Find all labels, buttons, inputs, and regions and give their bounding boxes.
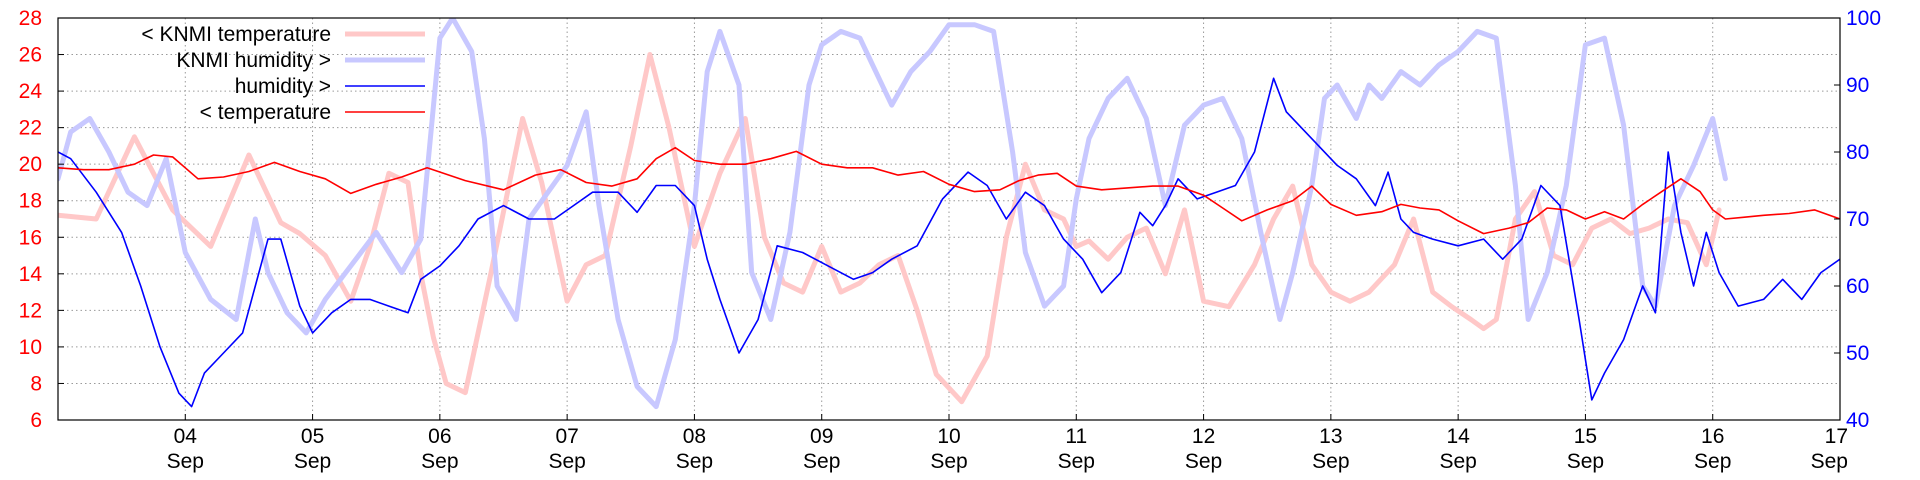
x-tick-month: Sep bbox=[1058, 450, 1095, 473]
series-line bbox=[58, 52, 1722, 405]
axis-ticks: 04Sep05Sep06Sep07Sep08Sep09Sep10Sep11Sep… bbox=[19, 7, 1881, 473]
y-left-tick-label: 10 bbox=[19, 336, 42, 359]
x-tick-day: 11 bbox=[1065, 425, 1087, 448]
legend-label: < temperature bbox=[200, 101, 331, 124]
x-tick-day: 17 bbox=[1825, 425, 1848, 448]
x-tick-month: Sep bbox=[1439, 450, 1476, 473]
y-left-tick-label: 24 bbox=[19, 80, 43, 103]
y-right-tick-label: 40 bbox=[1846, 409, 1869, 432]
x-tick-month: Sep bbox=[167, 450, 204, 473]
y-left-tick-label: 6 bbox=[30, 409, 42, 432]
x-tick-day: 13 bbox=[1319, 425, 1342, 448]
y-left-tick-label: 12 bbox=[19, 299, 42, 322]
x-tick-day: 06 bbox=[428, 425, 451, 448]
x-tick-month: Sep bbox=[1312, 450, 1349, 473]
y-left-tick-label: 8 bbox=[30, 372, 42, 395]
x-tick-day: 04 bbox=[174, 425, 198, 448]
x-tick-day: 08 bbox=[683, 425, 706, 448]
x-tick-month: Sep bbox=[1811, 450, 1848, 473]
y-left-tick-label: 22 bbox=[19, 117, 42, 140]
x-tick-month: Sep bbox=[676, 450, 713, 473]
y-left-tick-label: 16 bbox=[19, 226, 42, 249]
x-tick-month: Sep bbox=[421, 450, 458, 473]
x-tick-day: 07 bbox=[555, 425, 578, 448]
series-line bbox=[58, 146, 1840, 235]
y-left-tick-label: 14 bbox=[19, 263, 43, 286]
legend: < KNMI temperature KNMI humidity > humidit… bbox=[141, 23, 425, 124]
x-tick-day: 10 bbox=[937, 425, 960, 448]
x-tick-month: Sep bbox=[294, 450, 331, 473]
y-left-tick-label: 28 bbox=[19, 7, 42, 30]
legend-label: humidity > bbox=[235, 75, 331, 98]
y-right-tick-label: 100 bbox=[1846, 7, 1881, 30]
grid bbox=[58, 18, 1840, 420]
x-tick-day: 16 bbox=[1701, 425, 1724, 448]
y-right-tick-label: 70 bbox=[1846, 208, 1869, 231]
y-right-tick-label: 60 bbox=[1846, 275, 1869, 298]
x-tick-month: Sep bbox=[930, 450, 967, 473]
y-right-tick-label: 80 bbox=[1846, 141, 1869, 164]
x-tick-day: 15 bbox=[1574, 425, 1597, 448]
x-tick-month: Sep bbox=[548, 450, 585, 473]
x-tick-month: Sep bbox=[1185, 450, 1222, 473]
y-left-tick-label: 20 bbox=[19, 153, 42, 176]
series-lines bbox=[58, 18, 1840, 410]
x-tick-day: 09 bbox=[810, 425, 833, 448]
x-tick-month: Sep bbox=[803, 450, 840, 473]
legend-label: < KNMI temperature bbox=[141, 23, 331, 46]
y-left-tick-label: 26 bbox=[19, 44, 42, 67]
y-right-tick-label: 90 bbox=[1846, 74, 1869, 97]
series-line bbox=[58, 77, 1840, 408]
x-tick-day: 05 bbox=[301, 425, 324, 448]
x-tick-day: 12 bbox=[1192, 425, 1215, 448]
legend-label: KNMI humidity > bbox=[176, 49, 331, 72]
x-tick-day: 14 bbox=[1446, 425, 1470, 448]
y-right-tick-label: 50 bbox=[1846, 342, 1869, 365]
x-tick-month: Sep bbox=[1694, 450, 1731, 473]
y-left-tick-label: 18 bbox=[19, 190, 42, 213]
x-tick-month: Sep bbox=[1567, 450, 1604, 473]
series-line bbox=[58, 18, 1728, 410]
